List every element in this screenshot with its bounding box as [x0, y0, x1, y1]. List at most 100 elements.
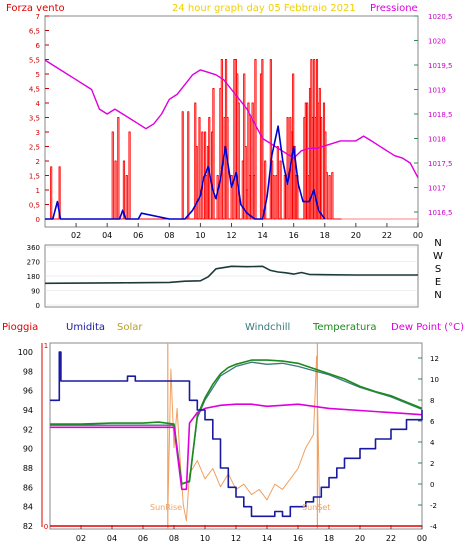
x-tick-label: 14	[257, 231, 267, 240]
x-tick-label: 08	[164, 231, 174, 240]
wind-tick-label: 5	[36, 71, 40, 79]
pressure-tick-label: 1020,5	[428, 13, 453, 21]
pressure-tick-label: 1019,5	[428, 62, 453, 70]
legend-entry: Pioggia	[2, 322, 38, 333]
temperature-tick-label: 2	[430, 460, 434, 468]
temperature-tick-label: -2	[430, 502, 437, 510]
x-tick-label: 16	[293, 534, 303, 543]
graph-title: 24 hour graph day 05 Febbraio 2021	[172, 3, 356, 14]
wind-tick-label: 6,5	[29, 28, 40, 36]
humidity-tick-label: 82	[23, 522, 33, 531]
legend-entry: Temperatura	[312, 322, 377, 333]
direction-tick-label: 270	[27, 259, 40, 267]
compass-letter: S	[435, 264, 441, 275]
wind-direction-line	[44, 265, 418, 285]
wind-tick-label: 0,5	[29, 202, 40, 210]
wind-tick-label: 3	[36, 129, 40, 137]
x-tick-label: 06	[138, 534, 148, 543]
humidity-tick-label: 84	[23, 503, 33, 512]
panel3-legend: Pioggia Umidita Solar Windchill Temperatura D…	[2, 322, 464, 333]
panel2-grid	[45, 246, 418, 306]
temperature-tick-label: 12	[430, 355, 439, 363]
pressure-line	[44, 59, 419, 179]
pressure-tick-label: 1016,5	[428, 209, 453, 217]
direction-tick-label: 90	[31, 288, 40, 296]
wind-tick-label: 2	[36, 158, 40, 166]
pressure-tick-label: 1020	[428, 38, 446, 46]
legend-entry: Dew Point (°C)	[391, 322, 464, 333]
humidity-tick-label: 96	[23, 387, 33, 396]
rain-tick-label: 0	[44, 523, 48, 531]
x-tick-label: 10	[195, 231, 205, 240]
wind-tick-label: 3,5	[29, 115, 40, 123]
x-tick-label: 18	[324, 534, 334, 543]
sunrise-label: SunRise	[150, 503, 182, 512]
wind-tick-label: 4,5	[29, 86, 40, 94]
humidity-tick-label: 86	[23, 483, 33, 492]
pressure-axis: 1016,5 1017 1017,5 1018 1018,5 1019 1019,5 1020…	[414, 13, 453, 217]
pressure-tick-label: 1018	[428, 136, 446, 144]
sunset-label: SunSet	[302, 503, 330, 512]
humidity-tick-label: 98	[23, 367, 33, 376]
temperature-tick-label: 4	[430, 439, 435, 447]
x-tick-label: 22	[386, 534, 396, 543]
wind-tick-label: 0	[36, 216, 40, 224]
pressure-label: Pressione	[370, 3, 418, 14]
panel3-frame	[49, 342, 423, 530]
panel1-frame	[44, 15, 419, 228]
direction-tick-label: 360	[27, 244, 40, 252]
rain-tick-label: 1	[44, 342, 48, 350]
temperature-tick-label: 6	[430, 418, 435, 426]
x-tick-label: 20	[355, 534, 365, 543]
x-tick-label: 00	[417, 534, 427, 543]
humidity-tick-label: 90	[23, 445, 33, 454]
x-tick-label: 18	[320, 231, 330, 240]
direction-axis: 0 90 180 270 360	[27, 244, 40, 310]
wind-gust-bars	[45, 59, 342, 220]
wind-tick-label: 1,5	[29, 173, 40, 181]
humidity-line	[50, 351, 423, 518]
wind-tick-label: 2,5	[29, 144, 40, 152]
x-tick-label: 12	[231, 534, 241, 543]
pressure-tick-label: 1019	[428, 87, 446, 95]
x-tick-label: 02	[71, 231, 81, 240]
panel1-x-axis: 02 04 06 08 10 12 14 16 18 20 22 00	[71, 223, 423, 240]
wind-force-label: Forza vento	[6, 3, 65, 14]
humidity-tick-label: 100	[18, 348, 33, 357]
x-tick-label: 14	[262, 534, 272, 543]
humidity-tick-label: 92	[23, 425, 33, 434]
compass-letter: N	[434, 290, 441, 301]
solar-line	[167, 355, 321, 522]
wind-tick-label: 4	[36, 100, 41, 108]
x-tick-label: 06	[133, 231, 143, 240]
x-tick-label: 04	[107, 534, 117, 543]
direction-series	[44, 265, 418, 285]
x-tick-label: 02	[76, 534, 86, 543]
x-tick-label: 04	[102, 231, 112, 240]
dew-point-line	[50, 403, 423, 491]
pressure-tick-label: 1017	[428, 185, 446, 193]
x-tick-label: 00	[413, 231, 423, 240]
temperature-tick-label: -4	[430, 523, 438, 531]
wind-axis: 0 0,5 1 1,5 2 2,5 3 3,5 4 4,5 5 5,5 6 6,5 7	[29, 13, 49, 224]
x-tick-label: 16	[289, 231, 299, 240]
wind-tick-label: 1	[36, 187, 40, 195]
x-tick-label: 10	[200, 534, 210, 543]
wind-gust-line	[45, 59, 342, 220]
legend-entry: Solar	[117, 322, 143, 333]
rain-axis: 01	[41, 342, 48, 531]
panel3-series	[50, 351, 423, 527]
x-tick-label: 08	[169, 534, 179, 543]
wind-average-line	[45, 125, 326, 220]
wind-tick-label: 6	[36, 42, 41, 50]
compass-letter: E	[435, 277, 441, 288]
panel1-series	[44, 59, 419, 220]
temperature-tick-label: 10	[430, 376, 439, 384]
humidity-axis: 82 84 86 88 90 92 94 96 98 100	[18, 348, 33, 531]
direction-tick-label: 0	[36, 302, 40, 310]
legend-entry: Umidita	[66, 322, 105, 333]
compass-letter: W	[433, 251, 443, 262]
humidity-tick-label: 88	[23, 464, 33, 473]
